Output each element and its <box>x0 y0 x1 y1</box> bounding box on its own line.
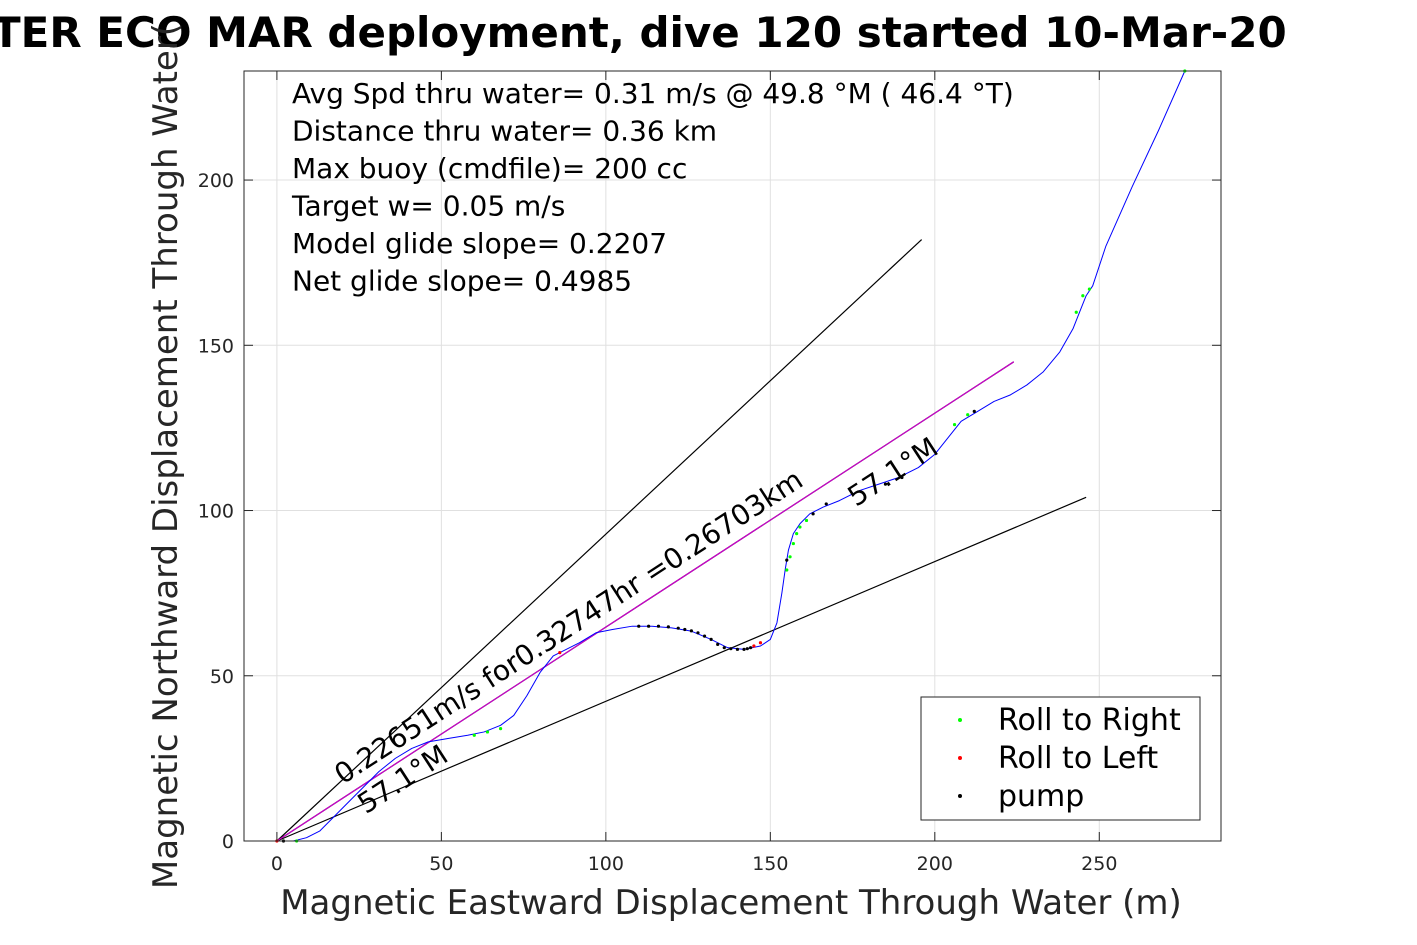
x-tick-label: 100 <box>588 853 624 875</box>
legend-marker-roll-left <box>958 756 962 760</box>
pump-marker <box>696 631 700 635</box>
pump-marker <box>900 475 904 480</box>
y-tick-label: 150 <box>198 335 234 357</box>
reference-line-0 <box>276 239 923 842</box>
pump-marker <box>683 627 687 632</box>
trajectory-line <box>276 70 1186 842</box>
y-tick-label: 0 <box>222 831 234 853</box>
pump-marker <box>735 647 740 651</box>
info-line: Net glide slope= 0.4985 <box>292 265 632 298</box>
pump-marker <box>729 647 733 651</box>
pump-marker <box>709 637 713 642</box>
pump-marker <box>689 629 693 633</box>
y-tick-label: 200 <box>198 170 234 192</box>
y-tick-label: 50 <box>210 666 234 688</box>
pump-marker <box>972 409 976 413</box>
pump-marker <box>676 626 680 630</box>
roll-right-marker <box>788 555 792 559</box>
info-line: Max buoy (cmdfile)= 200 cc <box>292 152 687 185</box>
y-tick-label: 100 <box>198 501 234 523</box>
trajectory-series <box>276 70 1186 842</box>
info-line: Model glide slope= 0.2207 <box>292 227 667 260</box>
x-tick-label: 200 <box>917 853 953 875</box>
roll-right-marker <box>472 733 476 737</box>
chart-title: TER ECO MAR deployment, dive 120 started… <box>0 8 1287 57</box>
roll-right-marker <box>795 532 799 536</box>
pump-marker <box>637 624 641 628</box>
info-line: Avg Spd thru water= 0.31 m/s @ 49.8 °M (… <box>292 77 1014 110</box>
pump-marker <box>722 646 726 650</box>
pump-marker <box>702 634 707 638</box>
info-line: Distance thru water= 0.36 km <box>292 115 717 148</box>
roll-left-marker <box>752 644 756 648</box>
y-axis-label: Magnetic Northward Displacement Through … <box>146 23 186 889</box>
pump-marker <box>742 647 746 651</box>
roll-right-marker <box>485 730 490 734</box>
legend-marker-roll-right <box>958 718 962 722</box>
roll-right-marker <box>1087 287 1092 291</box>
x-tick-label: 250 <box>1081 853 1117 875</box>
pump-marker <box>748 646 753 650</box>
roll-right-marker <box>1081 294 1085 298</box>
reference-lines <box>276 239 1087 842</box>
pump-marker <box>656 624 661 628</box>
x-axis-label: Magnetic Eastward Displacement Through W… <box>280 883 1182 923</box>
pump-marker <box>824 502 828 506</box>
info-text: Avg Spd thru water= 0.31 m/s @ 49.8 °M (… <box>291 77 1014 298</box>
legend-label-pump: pump <box>998 779 1084 814</box>
pump-marker <box>811 512 815 516</box>
roll-right-marker <box>952 423 957 427</box>
pump-marker <box>666 625 670 629</box>
x-tick-label: 50 <box>429 853 453 875</box>
roll-right-marker <box>798 525 802 529</box>
roll-right-marker <box>966 413 970 417</box>
axes-box <box>243 70 1222 842</box>
info-line: Target w= 0.05 m/s <box>291 190 565 223</box>
roll-right-marker <box>791 541 795 546</box>
roll-right-marker <box>785 568 789 572</box>
roll-right-marker <box>804 518 809 523</box>
legend-label-roll-left: Roll to Left <box>998 741 1158 776</box>
x-tick-label: 150 <box>752 853 788 875</box>
pump-marker <box>785 558 789 562</box>
roll-left-marker <box>758 641 763 645</box>
roll-right-marker <box>1074 310 1078 314</box>
pump-marker <box>745 647 749 651</box>
reference-line-1 <box>276 496 1087 842</box>
roll-left-marker <box>558 651 562 655</box>
legend-marker-pump <box>958 794 962 798</box>
ticks: 0 50 100 150 200 250 0 50 100 150 200 <box>198 71 1221 875</box>
pump-marker <box>647 624 651 628</box>
legend-box <box>920 696 1201 821</box>
reference-line-3 <box>276 361 1015 842</box>
markers <box>275 69 1187 843</box>
roll-right-marker <box>498 727 503 731</box>
pump-marker <box>883 482 888 486</box>
legend-label-roll-right: Roll to Right <box>998 703 1181 738</box>
pump-marker <box>716 642 720 646</box>
x-tick-label: 0 <box>271 853 283 875</box>
